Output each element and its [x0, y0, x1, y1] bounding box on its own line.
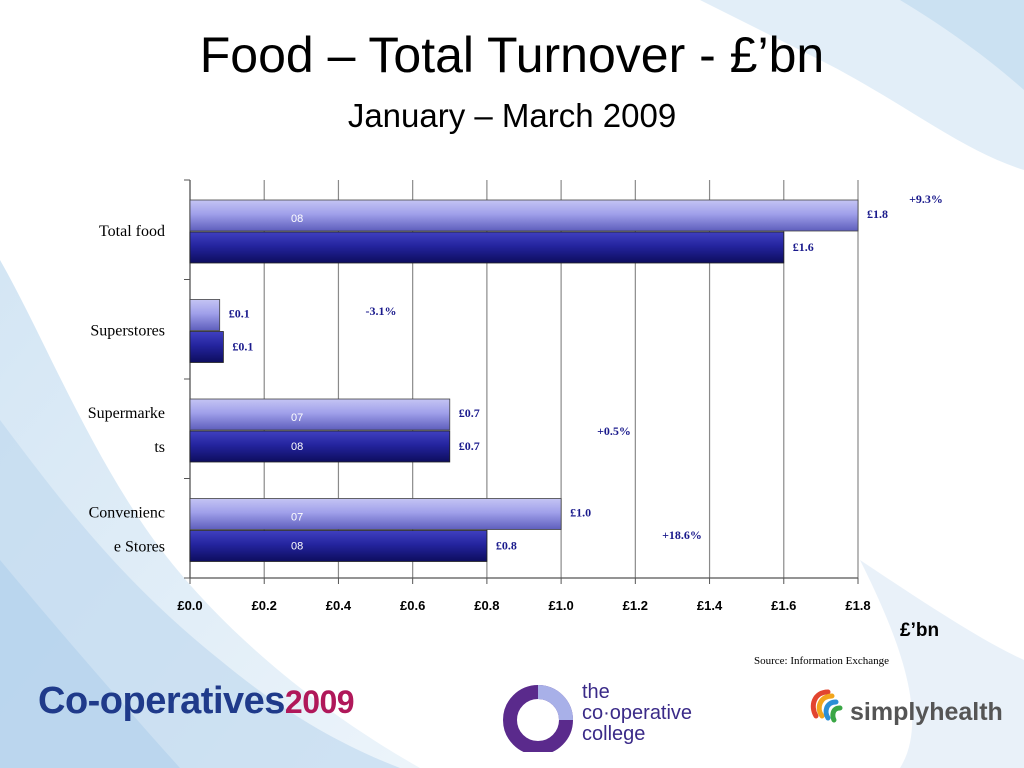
change-label: +0.5%	[597, 424, 631, 438]
source-note: Source: Information Exchange	[754, 655, 890, 667]
x-tick-label: £0.6	[400, 598, 425, 613]
value-label-08: £1.6	[793, 240, 814, 254]
simplyhealth-swirl-icon	[810, 689, 843, 723]
value-label-08: £0.7	[459, 439, 480, 453]
bar-08	[189, 231, 785, 264]
co-operatives-2009-logo: Co-operatives2009	[38, 680, 355, 722]
x-tick-label: £0.8	[474, 598, 499, 613]
bar-series-label: 08	[291, 441, 303, 453]
category-label: Total food	[99, 223, 165, 240]
x-tick-label: £0.4	[326, 598, 352, 613]
x-tick-label: £0.0	[177, 598, 202, 613]
bar-series-label: 08	[291, 541, 303, 553]
category-label: ts	[154, 439, 165, 456]
co-operative-college-logo: the co·operative college	[498, 682, 718, 755]
x-tick-label: £1.2	[623, 598, 648, 613]
bar-07	[189, 498, 562, 530]
value-label-08: £0.8	[496, 539, 517, 553]
bar-08	[189, 530, 488, 562]
value-label-07: £0.7	[459, 406, 480, 420]
bar-08	[189, 331, 224, 363]
x-tick-label: £0.2	[252, 598, 277, 613]
change-label: -3.1%	[366, 304, 397, 318]
category-label: Superstores	[90, 323, 165, 340]
value-label-08: £0.1	[232, 340, 253, 354]
bar-07	[189, 398, 451, 431]
change-label: +9.3%	[909, 192, 943, 206]
x-axis-unit-label: £’bn	[900, 620, 940, 641]
category-label: e Stores	[114, 539, 165, 556]
x-tick-label: £1.8	[845, 598, 870, 613]
bar-07	[189, 299, 221, 331]
bar-07	[189, 199, 859, 232]
category-label: Convenienc	[89, 505, 165, 522]
value-label-07: £0.1	[229, 307, 250, 321]
bar-series-label: 07	[291, 412, 303, 424]
category-label: Supermarke	[88, 405, 165, 422]
x-tick-label: £1.6	[771, 598, 796, 613]
bar-series-label: 07	[291, 512, 303, 524]
bar-08	[189, 430, 451, 463]
value-label-07: £1.8	[867, 207, 888, 221]
value-label-07: £1.0	[570, 506, 591, 520]
bar-series-label: 08	[291, 213, 303, 225]
simplyhealth-logo: simplyhealth	[806, 686, 1006, 736]
x-tick-label: £1.4	[697, 598, 723, 613]
page-subtitle: January – March 2009	[347, 97, 677, 134]
page-title: Food – Total Turnover - £’bn	[199, 27, 825, 83]
college-ring-icon	[503, 685, 573, 755]
x-tick-label: £1.0	[548, 598, 573, 613]
change-label: +18.6%	[662, 528, 702, 542]
